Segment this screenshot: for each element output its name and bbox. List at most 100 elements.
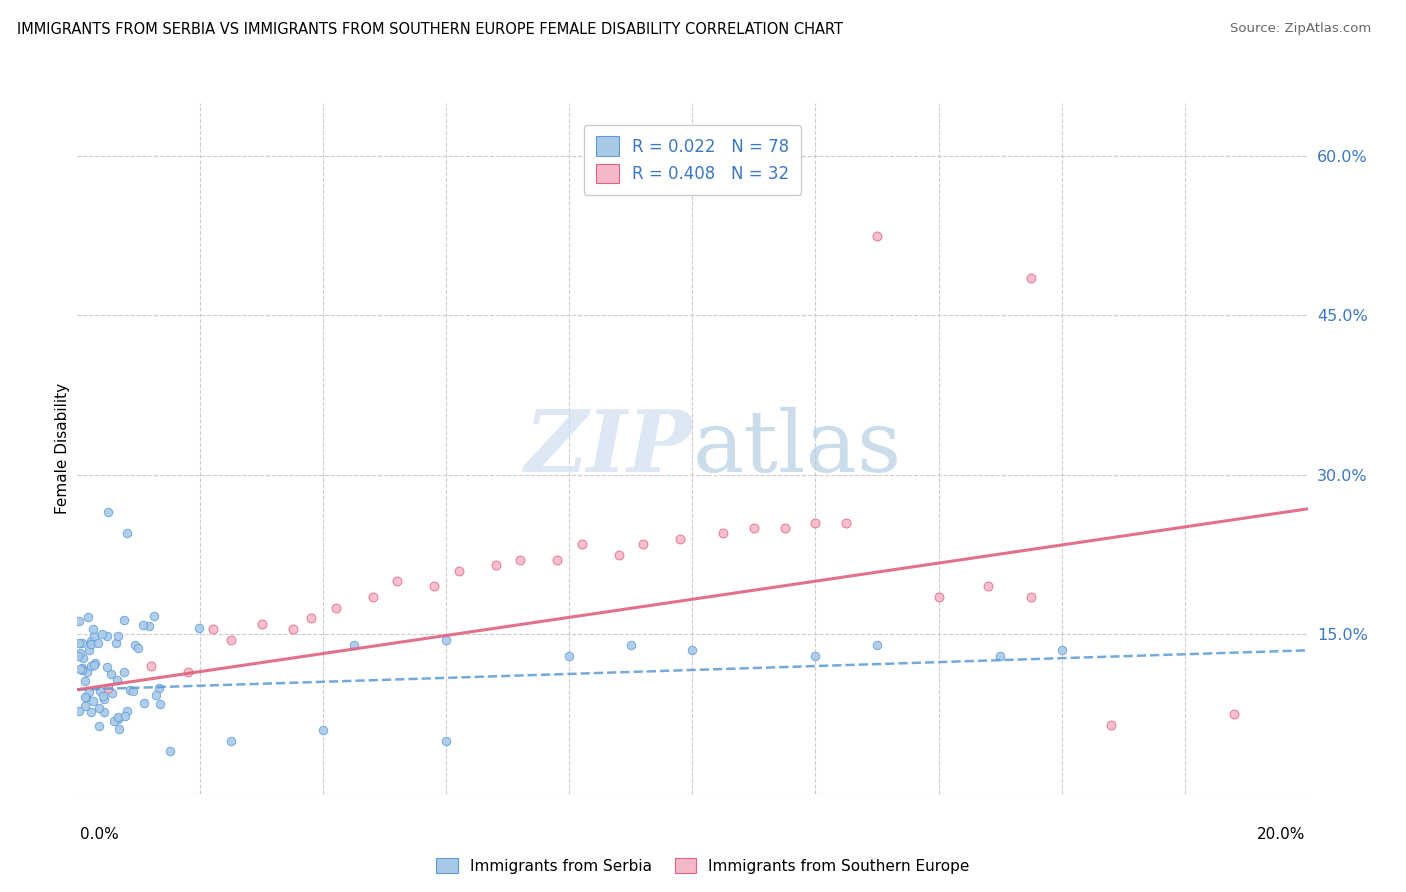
Point [138,618,160,632]
Point [804,516,827,530]
Point [682,643,704,657]
Legend: R = 0.022   N = 78, R = 0.408   N = 32: R = 0.022 N = 78, R = 0.408 N = 32 [583,125,801,195]
Point [250,616,273,631]
Point [132,618,155,632]
Point [67,615,90,629]
Point [87,719,110,733]
Text: 0.0%: 0.0% [80,827,120,841]
Point [69,704,91,718]
Point [1223,707,1246,722]
Point [107,712,129,726]
Point [67,636,90,650]
Point [97,505,120,519]
Point [436,632,458,647]
Point [148,681,170,695]
Legend: Immigrants from Serbia, Immigrants from Southern Europe: Immigrants from Serbia, Immigrants from … [430,852,976,880]
Point [122,683,145,698]
Point [70,636,93,650]
Point [76,665,98,680]
Point [80,637,103,651]
Point [343,638,366,652]
Point [96,629,118,643]
Point [177,665,200,679]
Point [866,638,889,652]
Point [93,705,115,719]
Point [100,667,122,681]
Point [866,228,889,243]
Point [509,553,531,567]
Point [835,516,858,530]
Point [77,643,100,657]
Point [219,632,242,647]
Point [546,553,568,567]
Point [75,690,97,705]
Point [118,682,141,697]
Point [436,733,458,747]
Point [742,521,765,535]
Point [447,564,470,578]
Point [89,683,111,698]
Point [159,744,181,758]
Point [108,723,131,737]
Text: Source: ZipAtlas.com: Source: ZipAtlas.com [1230,22,1371,36]
Point [76,610,98,624]
Text: ZIP: ZIP [524,407,693,490]
Point [80,706,103,720]
Point [134,697,156,711]
Point [149,697,172,711]
Point [72,650,94,665]
Point [112,665,135,679]
Point [141,659,163,673]
Point [77,685,100,699]
Point [115,704,138,718]
Point [607,548,630,562]
Point [423,580,446,594]
Point [73,690,96,704]
Point [558,648,581,663]
Point [103,714,125,728]
Point [70,661,93,675]
Point [91,627,114,641]
Point [96,660,118,674]
Point [299,611,322,625]
Point [928,590,950,604]
Point [87,701,110,715]
Point [80,658,103,673]
Y-axis label: Female Disability: Female Disability [55,383,70,514]
Point [124,638,146,652]
Point [1019,271,1042,285]
Point [107,629,129,643]
Point [485,558,508,573]
Text: 20.0%: 20.0% [1257,827,1305,841]
Point [115,526,138,541]
Point [1050,643,1073,657]
Point [82,623,104,637]
Point [142,609,165,624]
Point [711,526,734,541]
Point [361,590,384,604]
Point [101,686,124,700]
Point [80,633,103,648]
Point [69,662,91,676]
Point [97,681,120,695]
Point [1099,717,1122,731]
Point [1019,590,1042,604]
Point [73,698,96,713]
Point [107,710,129,724]
Point [112,613,135,627]
Point [104,636,127,650]
Point [83,628,105,642]
Point [773,521,796,535]
Point [105,673,128,687]
Point [669,532,692,546]
Point [82,693,104,707]
Point [571,537,593,551]
Point [312,723,335,737]
Point [804,648,827,663]
Point [69,646,91,660]
Point [281,622,304,636]
Point [633,537,655,551]
Point [91,689,114,703]
Point [988,648,1011,663]
Point [114,709,136,723]
